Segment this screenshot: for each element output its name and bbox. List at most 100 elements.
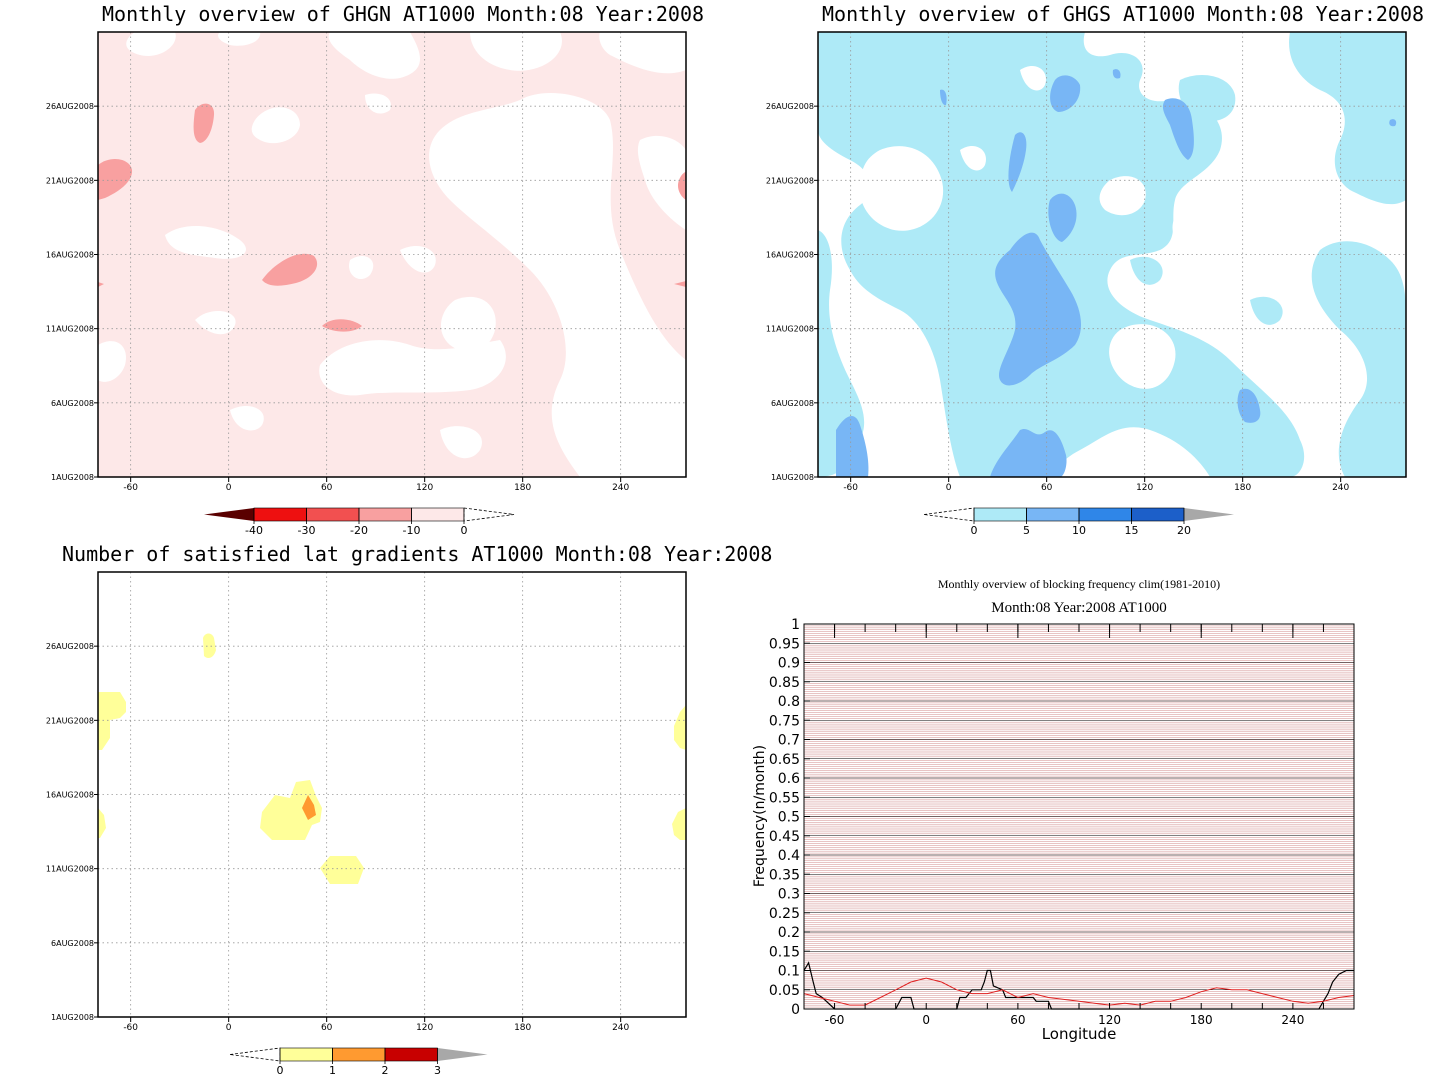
lat-level1-patches <box>98 633 686 884</box>
lat-colorbar-label: 0 <box>277 1064 284 1077</box>
ghgn-x-tick-label: 60 <box>321 483 333 493</box>
frequency-y-tick-label: 0.9 <box>778 656 800 672</box>
frequency-y-label: Frequency(n/month) <box>752 745 768 887</box>
lat-x-tick-label: 120 <box>416 1023 433 1033</box>
frequency-y-tick-label: 0.45 <box>769 829 800 845</box>
lat-colorbar-label: 2 <box>382 1064 389 1077</box>
lat-y-axis: 1AUG2008 6AUG2008 11AUG2008 16AUG2008 21AUG2… <box>46 642 98 1022</box>
ghgn-map: -60 0 60 120 180 240 1AUG2008 6AUG2008 11AUG200… <box>46 31 687 493</box>
lat-contours <box>98 633 686 884</box>
ghgs-colorbar-label: 20 <box>1177 524 1191 537</box>
ghgn-x-tick-label: 240 <box>612 483 629 493</box>
ghgn-y-tick-label: 1AUG2008 <box>51 473 94 482</box>
ghgn-y-tick-label: 11AUG2008 <box>46 325 94 334</box>
frequency-x-tick-label: 0 <box>922 1013 930 1027</box>
frequency-series-red-line <box>803 977 1355 1006</box>
lat-colorbar-end <box>229 1047 281 1062</box>
lat-colorbar-cell <box>279 1047 333 1062</box>
ghgs-colorbar: 0 5 10 15 20 <box>923 507 1234 537</box>
lat-colorbar-label: 1 <box>329 1064 336 1077</box>
frequency-y-tick-label: 0.2 <box>778 925 800 941</box>
ghgs-x-tick-label: 60 <box>1041 483 1053 493</box>
ghgn-colorbar-label: -30 <box>298 524 316 537</box>
ghgs-colorbar-label: 10 <box>1072 524 1086 537</box>
frequency-y-axis: 0 0.05 0.1 0.15 0.2 0.25 0.3 0.35 0.4 0.45 0.5 0.55… <box>769 617 810 1018</box>
ghgs-y-tick-label: 16AUG2008 <box>766 251 814 260</box>
ghgn-x-tick-label: 120 <box>416 483 433 493</box>
ghgs-colorbar-cell <box>1026 507 1080 522</box>
ghgn-colorbar-cell <box>306 507 360 522</box>
ghgn-colorbar-end <box>463 507 515 522</box>
frequency-x-axis: -60 0 60 120 180 240 <box>803 624 1355 1027</box>
ghgn-title: Monthly overview of GHGN AT1000 Month:08… <box>102 2 705 26</box>
lat-map: -60 0 60 120 180 240 1AUG2008 6AUG2008 11AUG200… <box>46 571 687 1033</box>
frequency-y-tick-label: 0.4 <box>778 848 800 864</box>
frequency-y-tick-label: 0.15 <box>769 944 800 960</box>
lat-grid <box>98 572 686 1017</box>
ghgs-colorbar-cell <box>1131 507 1185 522</box>
frequency-chart: Monthly overview of blocking frequency c… <box>752 577 1355 1043</box>
lat-level2-patch <box>302 795 316 820</box>
lat-x-tick-label: -60 <box>123 1023 138 1033</box>
frequency-y-tick-label: 0.7 <box>778 733 800 749</box>
lat-y-tick-label: 6AUG2008 <box>51 939 94 948</box>
ghgn-contours <box>98 32 686 477</box>
ghgn-x-tick-label: 0 <box>226 483 232 493</box>
ghgn-grid <box>98 32 686 477</box>
ghgn-y-tick-label: 16AUG2008 <box>46 251 94 260</box>
ghgs-colorbar-label: 15 <box>1125 524 1139 537</box>
lat-x-tick-label: 0 <box>226 1023 232 1033</box>
frequency-y-tick-label: 0.05 <box>769 983 800 999</box>
lat-colorbar: 0 1 2 3 <box>229 1047 488 1077</box>
frequency-y-tick-label: 1 <box>791 617 800 633</box>
frequency-hatch-lines <box>804 625 1354 1008</box>
frequency-x-label: Longitude <box>1042 1025 1117 1043</box>
frequency-x-tick-label: 60 <box>1010 1013 1025 1027</box>
ghgs-colorbar-end <box>923 507 975 522</box>
frequency-y-tick-label: 0.1 <box>778 964 800 980</box>
frequency-y-tick-label: 0.95 <box>769 636 800 652</box>
frequency-chart-title: Monthly overview of blocking frequency c… <box>938 577 1220 591</box>
frequency-y-tick-label: 0.8 <box>778 694 800 710</box>
ghgs-x-tick-label: 120 <box>1136 483 1153 493</box>
ghgs-x-tick-label: 0 <box>946 483 952 493</box>
ghgs-y-axis: 1AUG2008 6AUG2008 11AUG2008 16AUG2008 21AUG2… <box>766 102 818 482</box>
ghgs-colorbar-end <box>1184 508 1234 521</box>
lat-y-tick-label: 11AUG2008 <box>46 865 94 874</box>
ghgs-y-tick-label: 6AUG2008 <box>771 399 814 408</box>
ghgs-y-tick-label: 11AUG2008 <box>766 325 814 334</box>
ghgn-y-tick-label: 6AUG2008 <box>51 399 94 408</box>
ghgs-colorbar-cell <box>973 507 1027 522</box>
lat-x-tick-label: 240 <box>612 1023 629 1033</box>
ghgn-x-axis: -60 0 60 120 180 240 <box>123 477 630 493</box>
ghgn-colorbar-end <box>204 508 254 521</box>
ghgn-colorbar: -40 -30 -20 -10 0 <box>204 507 515 537</box>
lat-y-tick-label: 16AUG2008 <box>46 791 94 800</box>
ghgs-title: Monthly overview of GHGS AT1000 Month:08… <box>822 2 1425 26</box>
ghgn-colorbar-label: -40 <box>245 524 263 537</box>
frequency-y-tick-label: 0.3 <box>778 887 800 903</box>
frequency-y-tick-label: 0.25 <box>769 906 800 922</box>
ghgn-y-tick-label: 21AUG2008 <box>46 176 94 185</box>
lat-colorbar-cell <box>332 1047 386 1062</box>
ghgn-colorbar-label: 0 <box>461 524 468 537</box>
lat-colorbar-end <box>437 1048 488 1061</box>
ghgn-y-tick-label: 26AUG2008 <box>46 102 94 111</box>
ghgs-colorbar-label: 5 <box>1023 524 1030 537</box>
ghgn-colorbar-cell <box>358 507 412 522</box>
ghgs-x-axis: -60 0 60 120 180 240 <box>843 477 1350 493</box>
frequency-y-tick-label: 0.6 <box>778 771 800 787</box>
lat-colorbar-label: 3 <box>434 1064 441 1077</box>
ghgs-y-tick-label: 1AUG2008 <box>771 473 814 482</box>
ghgn-x-tick-label: 180 <box>514 483 531 493</box>
lat-y-tick-label: 1AUG2008 <box>51 1013 94 1022</box>
ghgn-y-axis: 1AUG2008 6AUG2008 11AUG2008 16AUG2008 21AUG2… <box>46 102 98 482</box>
lat-x-axis: -60 0 60 120 180 240 <box>123 1017 630 1033</box>
frequency-x-tick-label: -60 <box>825 1013 845 1027</box>
ghgn-white-patches <box>98 32 686 477</box>
ghgn-colorbar-label: -10 <box>403 524 421 537</box>
lat-x-tick-label: 180 <box>514 1023 531 1033</box>
ghgs-map: -60 0 60 120 180 240 1AUG2008 6AUG2008 11AUG200… <box>766 31 1407 493</box>
ghgs-colorbar-cell <box>1078 507 1132 522</box>
